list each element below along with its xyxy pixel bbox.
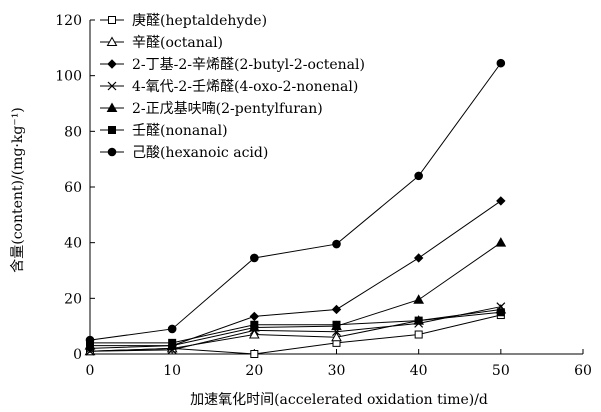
legend-label: 2-丁基-2-辛烯醛(2-butyl-2-octenal) <box>132 56 365 73</box>
legend-item: 4-氧代-2-壬烯醛(4-oxo-2-nonenal) <box>100 79 358 95</box>
legend-marker <box>106 102 118 112</box>
legend-marker <box>108 126 116 134</box>
data-point <box>168 338 177 347</box>
data-point <box>496 58 506 68</box>
series-line <box>89 62 502 341</box>
data-point <box>414 316 423 325</box>
data-point <box>413 253 424 263</box>
legend-marker <box>107 59 117 69</box>
y-tick-label: 80 <box>64 124 82 140</box>
legend-label: 4-氧代-2-壬烯醛(4-oxo-2-nonenal) <box>132 79 358 95</box>
legend: 庚醛(heptaldehyde) 辛醛(octanal) 2-丁基-2-辛烯醛(2-… <box>100 13 365 161</box>
data-point <box>250 320 259 329</box>
legend-marker <box>108 16 116 24</box>
series-2 <box>84 303 507 356</box>
x-axis-label: 加速氧化时间(accelerated oxidation time)/d <box>190 392 488 408</box>
y-axis-label: 含量(content)/(mg·kg⁻¹) <box>10 107 26 273</box>
data-point <box>331 304 342 315</box>
legend-label: 庚醛(heptaldehyde) <box>132 13 267 29</box>
data-point <box>496 308 505 317</box>
legend-label: 己酸(hexanoic acid) <box>132 145 268 161</box>
data-point <box>85 335 95 345</box>
legend-item: 庚醛(heptaldehyde) <box>100 13 267 29</box>
y-tick-label: 100 <box>55 69 82 85</box>
x-tick-label: 30 <box>328 363 346 379</box>
legend-marker <box>107 81 117 91</box>
data-point <box>249 311 260 322</box>
data-point <box>167 324 177 334</box>
legend-item: 壬醛(nonanal) <box>100 123 228 139</box>
x-tick-label: 0 <box>86 363 95 379</box>
series-line <box>90 242 502 347</box>
x-tick-label: 10 <box>163 363 181 379</box>
data-point <box>413 294 425 304</box>
x-tick-label: 20 <box>245 363 263 379</box>
y-tick-label: 20 <box>64 291 82 307</box>
data-point <box>414 330 423 339</box>
data-point <box>495 237 507 247</box>
data-point <box>331 331 342 342</box>
data-point <box>250 350 259 358</box>
legend-label: 壬醛(nonanal) <box>132 123 228 139</box>
legend-item: 辛醛(octanal) <box>100 35 223 51</box>
series-6 <box>86 308 505 347</box>
x-tick-label: 40 <box>410 363 428 379</box>
y-tick-label: 40 <box>64 236 82 252</box>
legend-item: 己酸(hexanoic acid) <box>100 145 268 161</box>
data-point <box>248 328 260 339</box>
legend-marker <box>106 36 118 46</box>
legend-item: 2-丁基-2-辛烯醛(2-butyl-2-octenal) <box>100 56 365 73</box>
legend-marker <box>107 147 117 157</box>
x-tick-label: 50 <box>492 363 510 379</box>
legend-label: 辛醛(octanal) <box>132 35 223 51</box>
plot-area: 0 10 20 30 40 50 60 0 20 40 60 80 100 120 庚醛(heptaldeh… <box>55 13 592 379</box>
series-line <box>89 314 501 355</box>
series-line <box>90 311 501 344</box>
series-7 <box>85 58 506 345</box>
data-point <box>250 253 259 263</box>
series-line <box>89 200 502 349</box>
legend-item: 2-正戊基呋喃(2-pentylfuran) <box>100 100 323 117</box>
data-point <box>332 239 341 249</box>
y-tick-label: 0 <box>73 347 82 363</box>
legend-label: 2-正戊基呋喃(2-pentylfuran) <box>132 100 323 117</box>
data-point <box>332 320 341 329</box>
series-line <box>89 306 501 352</box>
data-point <box>496 196 506 206</box>
x-tick-label: 60 <box>574 363 592 379</box>
series-line <box>89 308 501 352</box>
data-point <box>414 171 423 181</box>
y-tick-label: 120 <box>55 13 82 29</box>
y-tick-label: 60 <box>64 180 82 196</box>
